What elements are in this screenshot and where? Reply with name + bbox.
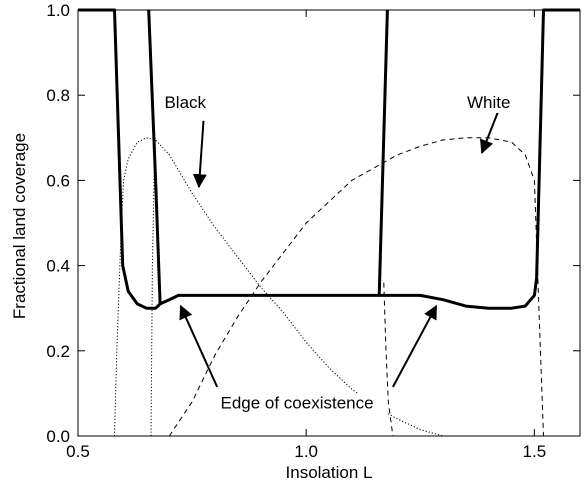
annotation-arrow-edge-of-coexistence — [179, 304, 219, 388]
series-line-dashed-3 — [383, 282, 394, 437]
y-tick-label: 1.0 — [46, 1, 70, 20]
series-line-white — [168, 137, 544, 437]
annotation-arrow-black — [192, 120, 207, 189]
annotation-label-bg — [159, 92, 212, 113]
y-tick-label: 0.8 — [46, 86, 70, 105]
annotation-arrow-white — [479, 111, 499, 155]
x-tick-label: 0.5 — [66, 442, 90, 461]
y-tick-label: 0.2 — [46, 342, 70, 361]
x-axis-label: Insolation L — [286, 463, 373, 482]
series-layer — [78, 8, 580, 437]
plot-frame — [77, 9, 581, 437]
x-tick-label: 1.5 — [523, 442, 547, 461]
x-tick-label: 1.0 — [294, 442, 318, 461]
annotation-arrow-extra-3 — [392, 304, 438, 388]
annotation-label-black: Black — [164, 93, 206, 112]
series-line-solid-thick-6 — [377, 9, 389, 296]
series-line-solid-thick-4 — [78, 8, 580, 310]
annotation-label-white: White — [467, 93, 510, 112]
y-tick-label: 0.0 — [46, 427, 70, 446]
axis-ticks: 0.5 1.0 1.5 0.0 0.2 0.4 0.6 0.8 1.0 — [46, 1, 580, 461]
annotation-layer: Black White Edge of coexistence — [159, 92, 515, 414]
series-line-black — [114, 137, 444, 437]
y-tick-label: 0.4 — [46, 257, 70, 276]
series-line-solid-thick-5 — [147, 9, 162, 304]
y-axis-label: Fractional land coverage — [10, 133, 29, 319]
annotation-label-bg — [462, 92, 515, 113]
annotation-label-bg — [206, 393, 388, 414]
annotation-label-edge-of-coexistence: Edge of coexistence — [220, 393, 373, 412]
y-tick-label: 0.6 — [46, 171, 70, 190]
plot-area-border — [77, 9, 581, 437]
